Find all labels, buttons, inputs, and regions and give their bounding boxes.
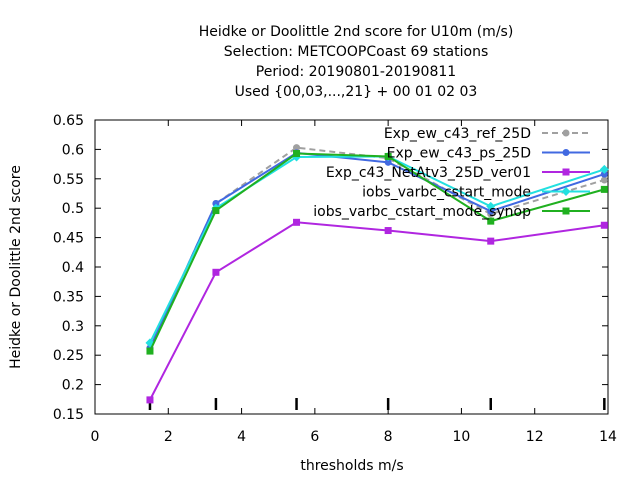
data-point <box>212 199 220 207</box>
data-point <box>146 396 154 404</box>
y-tick-label: 0.3 <box>62 319 84 335</box>
title-line-1: Heidke or Doolittle 2nd score for U10m (… <box>199 24 514 40</box>
y-tick-label: 0.2 <box>62 378 84 394</box>
legend-label: Exp_ew_c43_ref_25D <box>384 126 531 142</box>
x-tick-label: 14 <box>599 429 617 445</box>
legend-marker <box>562 207 570 215</box>
x-tick-label: 10 <box>453 429 471 445</box>
data-point <box>487 237 495 245</box>
title-line-4: Used {00,03,...,21} + 00 01 02 03 <box>235 84 478 100</box>
series-4 <box>145 151 609 348</box>
axis-ticks: 0 2 4 6 8 10 12 14 0.15 0.2 0.25 0.3 0.35 0.4 0.45 0.5 0… <box>53 113 617 445</box>
y-tick-label: 0.45 <box>53 231 84 247</box>
legend: Exp_ew_c43_ref_25D Exp_ew_c43_ps_25D Exp_c… <box>313 126 590 220</box>
series-5 <box>146 150 608 355</box>
x-tick-label: 12 <box>526 429 544 445</box>
data-point <box>384 152 392 160</box>
x-tick-label: 2 <box>164 429 173 445</box>
y-tick-label: 0.15 <box>53 407 84 423</box>
data-point <box>293 150 301 158</box>
legend-marker <box>561 187 571 196</box>
legend-marker <box>562 129 570 137</box>
series-line <box>149 152 605 352</box>
chart-title: Heidke or Doolittle 2nd score for U10m (… <box>199 24 514 100</box>
x-tick-label: 4 <box>237 429 246 445</box>
y-tick-label: 0.25 <box>53 348 84 364</box>
threshold-markers <box>148 398 606 410</box>
data-point <box>384 158 392 166</box>
x-axis-label: thresholds m/s <box>300 458 403 474</box>
series-line <box>149 221 605 401</box>
y-tick-label: 0.4 <box>62 260 84 276</box>
legend-marker <box>562 168 570 176</box>
series-3 <box>146 218 608 404</box>
x-tick-label: 0 <box>91 429 100 445</box>
data-point <box>212 207 220 215</box>
legend-marker <box>562 149 570 156</box>
y-tick-label: 0.6 <box>62 142 84 158</box>
y-axis-label: Heidke or Doolittle 2nd score <box>8 165 24 369</box>
series-line <box>149 151 605 349</box>
x-tick-label: 8 <box>384 429 393 445</box>
y-tick-label: 0.65 <box>53 113 84 129</box>
data-point <box>212 268 220 276</box>
data-point <box>599 164 609 174</box>
data-point <box>293 144 301 152</box>
data-point <box>600 221 608 229</box>
data-point <box>600 170 608 178</box>
data-point <box>600 176 608 184</box>
data-point <box>293 218 301 226</box>
y-tick-label: 0.55 <box>53 172 84 188</box>
series-lines <box>145 144 609 404</box>
legend-label: iobs_varbc_cstart_mode <box>362 185 531 201</box>
data-point <box>487 207 495 215</box>
data-point <box>600 185 608 193</box>
data-point <box>384 227 392 235</box>
y-tick-label: 0.35 <box>53 289 84 305</box>
data-point <box>487 217 495 225</box>
legend-label: iobs_varbc_cstart_mode_synop <box>313 204 531 220</box>
x-tick-label: 6 <box>310 429 319 445</box>
title-line-3: Period: 20190801-20190811 <box>256 64 456 80</box>
legend-label: Exp_c43_NetAtv3_25D_ver01 <box>326 165 531 181</box>
series-line <box>149 155 605 344</box>
legend-label: Exp_ew_c43_ps_25D <box>387 146 531 162</box>
data-point <box>146 347 154 355</box>
title-line-2: Selection: METCOOPCoast 69 stations <box>224 44 489 60</box>
y-tick-label: 0.5 <box>62 201 84 217</box>
data-point <box>486 201 496 211</box>
